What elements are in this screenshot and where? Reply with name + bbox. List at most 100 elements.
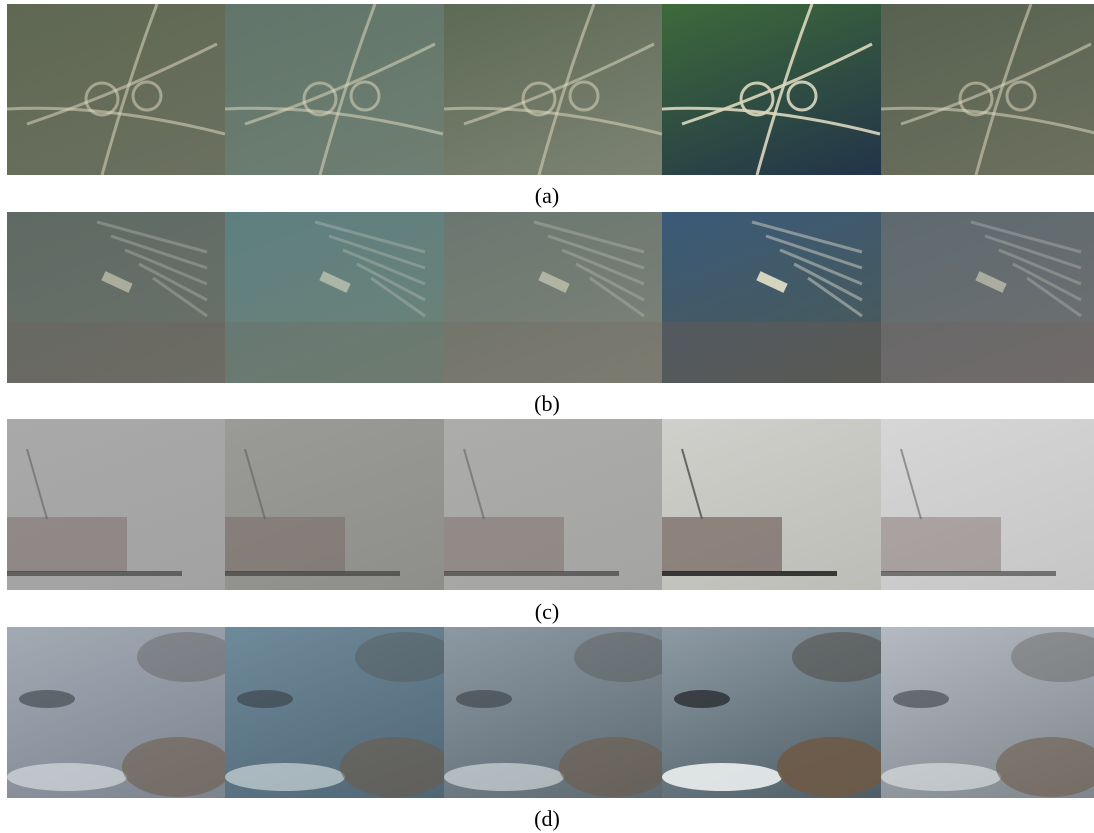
result-image: [662, 419, 881, 590]
image-content: [881, 4, 1094, 175]
image-row: [7, 419, 1094, 590]
cliff: [355, 632, 444, 682]
image-content: [662, 220, 881, 383]
road: [900, 42, 1092, 126]
pier: [881, 571, 1056, 576]
road: [100, 4, 159, 175]
pier: [533, 220, 645, 254]
rock: [996, 737, 1094, 797]
pier: [1012, 262, 1082, 302]
result-image: [662, 627, 881, 798]
pier: [225, 571, 400, 576]
pier: [984, 234, 1082, 270]
result-image: [225, 627, 444, 798]
pier: [444, 571, 619, 576]
road: [463, 42, 655, 126]
rock: [340, 737, 444, 797]
image-content: [7, 4, 225, 175]
pier: [138, 262, 208, 302]
port-area: [7, 322, 225, 383]
rock: [559, 737, 662, 797]
rock: [674, 690, 730, 708]
pier: [970, 220, 1082, 254]
image-content: [881, 220, 1094, 383]
image-content: [7, 632, 225, 797]
road: [681, 42, 873, 126]
port-area: [881, 322, 1094, 383]
pier: [124, 248, 208, 286]
pier: [561, 248, 645, 286]
wave: [881, 763, 1001, 791]
result-image: [225, 419, 444, 590]
result-image: [662, 4, 881, 175]
pier: [575, 262, 645, 302]
image-content: [881, 632, 1094, 797]
crane: [900, 448, 922, 520]
road: [318, 4, 377, 175]
building: [444, 517, 564, 572]
subfigure-label: (d): [534, 806, 560, 831]
cliff: [1011, 632, 1094, 682]
rock: [19, 690, 75, 708]
wave: [662, 763, 782, 791]
pier: [356, 262, 426, 302]
result-image: [7, 627, 225, 798]
image-content: [444, 4, 662, 175]
image-content: [225, 220, 444, 383]
pier: [7, 571, 182, 576]
result-image: [881, 212, 1094, 383]
road: [786, 80, 818, 112]
pier: [751, 220, 863, 254]
road: [131, 80, 163, 112]
road: [84, 81, 120, 117]
wave: [225, 763, 345, 791]
image-content: [225, 632, 444, 797]
road: [521, 81, 557, 117]
result-image: [662, 212, 881, 383]
building: [225, 517, 345, 572]
crane: [244, 448, 266, 520]
result-image: [7, 419, 225, 590]
port-area: [225, 322, 444, 383]
result-image: [881, 4, 1094, 175]
image-content: [225, 4, 444, 175]
pier: [1026, 276, 1082, 318]
pier: [314, 220, 426, 254]
image-content: [7, 220, 225, 383]
image-content: [444, 448, 619, 576]
wave: [444, 763, 564, 791]
rock: [122, 737, 225, 797]
pier: [807, 276, 863, 318]
image-content: [662, 632, 881, 797]
pier: [998, 248, 1082, 286]
road: [568, 80, 600, 112]
result-image: [7, 4, 225, 175]
cliff: [574, 632, 662, 682]
pier: [547, 234, 645, 270]
building: [975, 271, 1007, 293]
pier: [328, 234, 426, 270]
image-row: [7, 212, 1094, 383]
road: [26, 42, 218, 126]
pier: [370, 276, 426, 318]
road: [1005, 80, 1037, 112]
cliff: [792, 632, 881, 682]
building: [101, 271, 133, 293]
pier: [662, 571, 837, 576]
pier: [589, 276, 645, 318]
road: [974, 4, 1033, 175]
road: [349, 80, 381, 112]
pier: [110, 234, 208, 270]
image-content: [444, 220, 662, 383]
subfigure-label: (c): [534, 599, 560, 624]
result-image: [225, 4, 444, 175]
pier: [342, 248, 426, 286]
result-image: [444, 212, 662, 383]
result-image: [7, 212, 225, 383]
road: [739, 81, 775, 117]
building: [319, 271, 351, 293]
rock: [777, 737, 881, 797]
port-area: [662, 322, 881, 383]
image-content: [662, 448, 837, 576]
